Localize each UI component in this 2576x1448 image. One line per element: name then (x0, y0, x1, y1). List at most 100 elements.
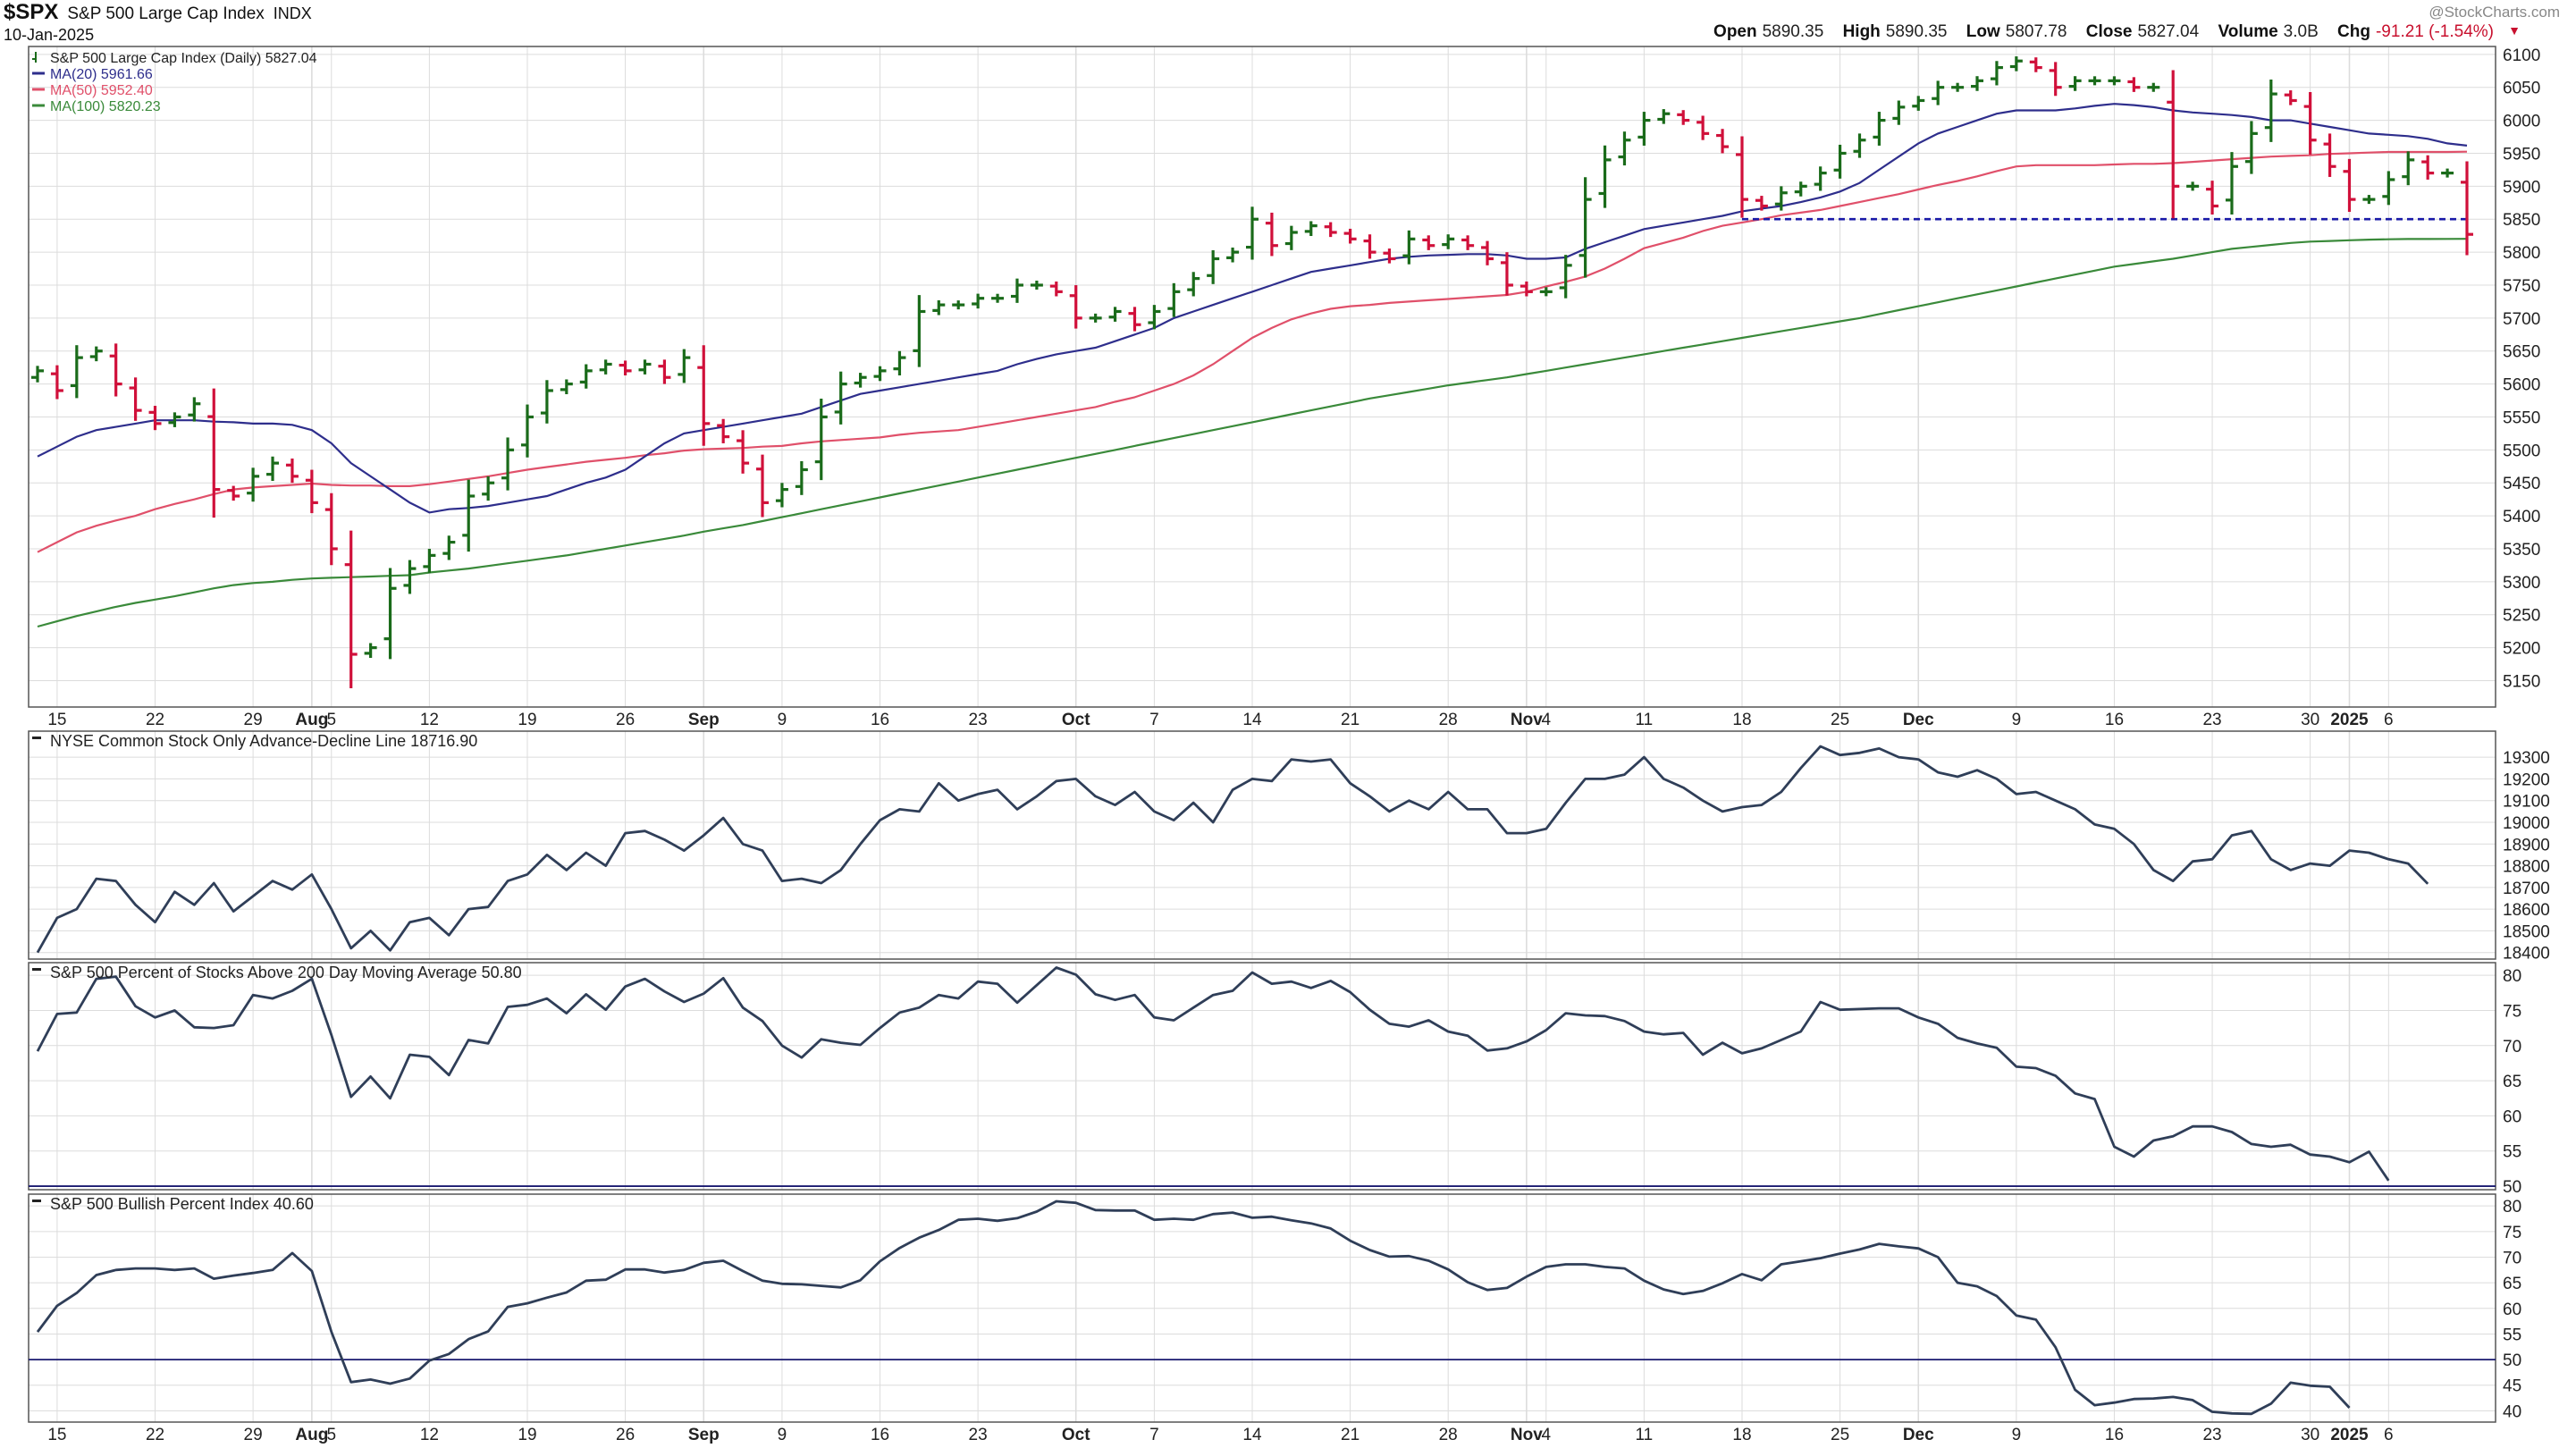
y-tick-label: 18900 (2503, 836, 2550, 854)
ohlc-bar (2343, 158, 2356, 213)
ohlc-bar (1128, 307, 1141, 332)
legend-entry: S&P 500 Large Cap Index (Daily) 5827.04 (50, 51, 317, 66)
ohlc-bar (619, 360, 632, 376)
x-tick-label: 30 (2301, 1426, 2319, 1444)
x-tick-label: 23 (969, 1426, 988, 1444)
x-tick-label: 6 (2384, 711, 2394, 729)
x-tick-label: 14 (1242, 1426, 1262, 1444)
x-tick-label: 18 (1732, 1426, 1751, 1444)
ohlc-bar (2461, 161, 2473, 256)
ohlc-bar (678, 349, 691, 383)
ohlc-bar (188, 397, 201, 422)
x-tick-label: 29 (244, 711, 263, 729)
ma100-line (37, 238, 2468, 628)
ohlc-bar (305, 469, 318, 514)
x-tick-label: 30 (2301, 711, 2319, 729)
close-label: Close (2085, 22, 2133, 41)
legend-line-icon (32, 1200, 41, 1202)
ohlc-bar (1539, 287, 1553, 297)
ohlc-bar (2441, 168, 2454, 178)
ohlc-bar (403, 560, 417, 594)
ohlc-bar (717, 418, 730, 443)
y-tick-label: 5650 (2503, 343, 2540, 362)
x-tick-label: 28 (1439, 711, 1458, 729)
ohlc-bar (2127, 77, 2141, 92)
indicator-line (36, 966, 2390, 1182)
ohlc-bar (1383, 248, 1396, 264)
ohlc-bar (1265, 212, 1278, 257)
ohlc-bar (579, 364, 593, 389)
y-tick-label: 5350 (2503, 541, 2540, 560)
x-tick-label: 21 (1341, 711, 1360, 729)
x-tick-label: 4 (1542, 1426, 1552, 1444)
x-tick-label: 21 (1341, 1426, 1360, 1444)
ohlc-bar (168, 412, 181, 427)
ohlc-bar (2402, 151, 2415, 186)
panel-title: S&P 500 Percent of Stocks Above 200 Day … (50, 964, 522, 981)
change-value: -91.21 (-1.54%) (2375, 22, 2494, 41)
y-tick-label: 5550 (2503, 408, 2540, 427)
y-tick-label: 19000 (2503, 814, 2550, 833)
ohlc-bar (2284, 90, 2297, 105)
ohlc-bar (1069, 285, 1082, 329)
x-tick-label: 26 (616, 711, 635, 729)
y-tick-label: 60 (2503, 1301, 2521, 1319)
ohlc-bar (1520, 281, 1533, 297)
ohlc-bar (972, 293, 985, 309)
indicator-line (36, 1200, 2351, 1416)
ohlc-bar (1363, 234, 1376, 259)
ohlc-bar (638, 359, 652, 375)
ohlc-bar (2362, 195, 2376, 205)
ohlc-bar (2206, 181, 2219, 215)
ohlc-bar (1500, 252, 1513, 296)
ohlc-bar (2303, 91, 2317, 155)
y-tick-label: 5400 (2503, 508, 2540, 526)
exchange-label: INDX (273, 4, 312, 22)
ohlc-bar (1030, 280, 1043, 290)
x-tick-label: Oct (1062, 1426, 1090, 1444)
y-tick-label: 6050 (2503, 80, 2540, 98)
y-tick-label: 50 (2503, 1178, 2521, 1197)
legend-entry: MA(50) 5952.40 (50, 83, 153, 98)
y-tick-label: 18700 (2503, 880, 2550, 898)
x-tick-label: Aug (295, 1426, 328, 1444)
x-tick-label: 9 (778, 711, 787, 729)
x-tick-label: 6 (2384, 1426, 2394, 1444)
ohlc-bar (462, 479, 476, 552)
ohlc-bar (1343, 228, 1357, 244)
ohlc-bar (795, 460, 808, 495)
ohlc-bar (1853, 133, 1866, 158)
y-tick-label: 50 (2503, 1351, 2521, 1370)
x-tick-label: 4 (1542, 711, 1552, 729)
ohlc-bar (560, 379, 573, 395)
x-tick-label: Nov (1511, 711, 1543, 729)
x-tick-label: 23 (2202, 711, 2221, 729)
ohlc-bar (1559, 255, 1572, 299)
ohlc-bar (697, 345, 711, 446)
ohlc-bar (1187, 272, 1200, 297)
x-tick-label: 23 (2202, 1426, 2221, 1444)
ohlc-bar (2167, 70, 2180, 219)
x-tick-label: 26 (616, 1426, 635, 1444)
volume-value: 3.0B (2283, 22, 2319, 41)
ohlc-bar (1207, 249, 1220, 284)
y-tick-label: 5850 (2503, 211, 2540, 230)
ohlc-bar (1755, 196, 1768, 211)
x-tick-label: Nov (1511, 1426, 1543, 1444)
y-tick-label: 19300 (2503, 749, 2550, 768)
x-tick-label: 19 (518, 711, 536, 729)
y-tick-label: 5950 (2503, 145, 2540, 164)
ohlc-bar (1774, 186, 1788, 211)
y-tick-label: 5700 (2503, 310, 2540, 329)
ohlc-bar (1873, 112, 1886, 146)
x-tick-label: Sep (688, 711, 720, 729)
ohlc-bar (775, 483, 788, 508)
ohlc-bar (285, 458, 299, 484)
x-tick-label: Oct (1062, 711, 1090, 729)
legend-entry: MA(100) 5820.23 (50, 99, 161, 114)
y-tick-label: 55 (2503, 1143, 2521, 1162)
x-tick-label: 15 (47, 711, 66, 729)
x-tick-label: 28 (1439, 1426, 1458, 1444)
y-tick-label: 45 (2503, 1377, 2521, 1396)
